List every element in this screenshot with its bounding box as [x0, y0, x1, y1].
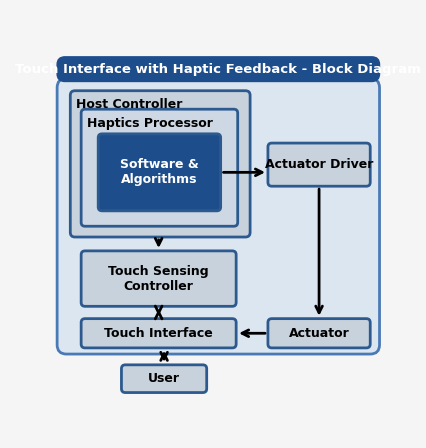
- FancyBboxPatch shape: [121, 365, 207, 392]
- Text: Haptics Processor: Haptics Processor: [87, 116, 213, 129]
- Text: Actuator: Actuator: [289, 327, 349, 340]
- Text: User: User: [148, 372, 180, 385]
- FancyBboxPatch shape: [81, 319, 236, 348]
- Text: Touch Interface: Touch Interface: [104, 327, 213, 340]
- FancyBboxPatch shape: [268, 319, 370, 348]
- Text: Software &
Algorithms: Software & Algorithms: [120, 158, 199, 186]
- FancyBboxPatch shape: [70, 91, 250, 237]
- FancyBboxPatch shape: [98, 134, 221, 211]
- Text: Host Controller: Host Controller: [77, 98, 183, 111]
- Text: Actuator Driver: Actuator Driver: [265, 158, 373, 171]
- FancyBboxPatch shape: [268, 143, 370, 186]
- Text: Touch Interface with Haptic Feedback - Block Diagram: Touch Interface with Haptic Feedback - B…: [15, 63, 421, 76]
- FancyBboxPatch shape: [81, 109, 238, 226]
- FancyBboxPatch shape: [57, 57, 380, 82]
- FancyBboxPatch shape: [81, 251, 236, 306]
- FancyBboxPatch shape: [57, 78, 380, 354]
- Text: Touch Sensing
Controller: Touch Sensing Controller: [108, 265, 209, 293]
